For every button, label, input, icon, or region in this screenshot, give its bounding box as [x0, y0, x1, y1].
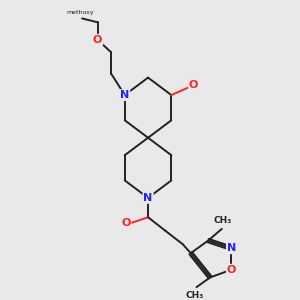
Text: O: O	[121, 218, 130, 228]
Text: N: N	[227, 243, 236, 253]
Text: CH₃: CH₃	[185, 291, 204, 300]
Text: CH₃: CH₃	[214, 216, 232, 225]
Text: O: O	[93, 35, 102, 45]
Text: O: O	[189, 80, 198, 90]
Text: N: N	[120, 90, 129, 100]
Text: O: O	[227, 265, 236, 275]
Text: methoxy: methoxy	[66, 10, 94, 14]
Text: N: N	[143, 193, 153, 203]
